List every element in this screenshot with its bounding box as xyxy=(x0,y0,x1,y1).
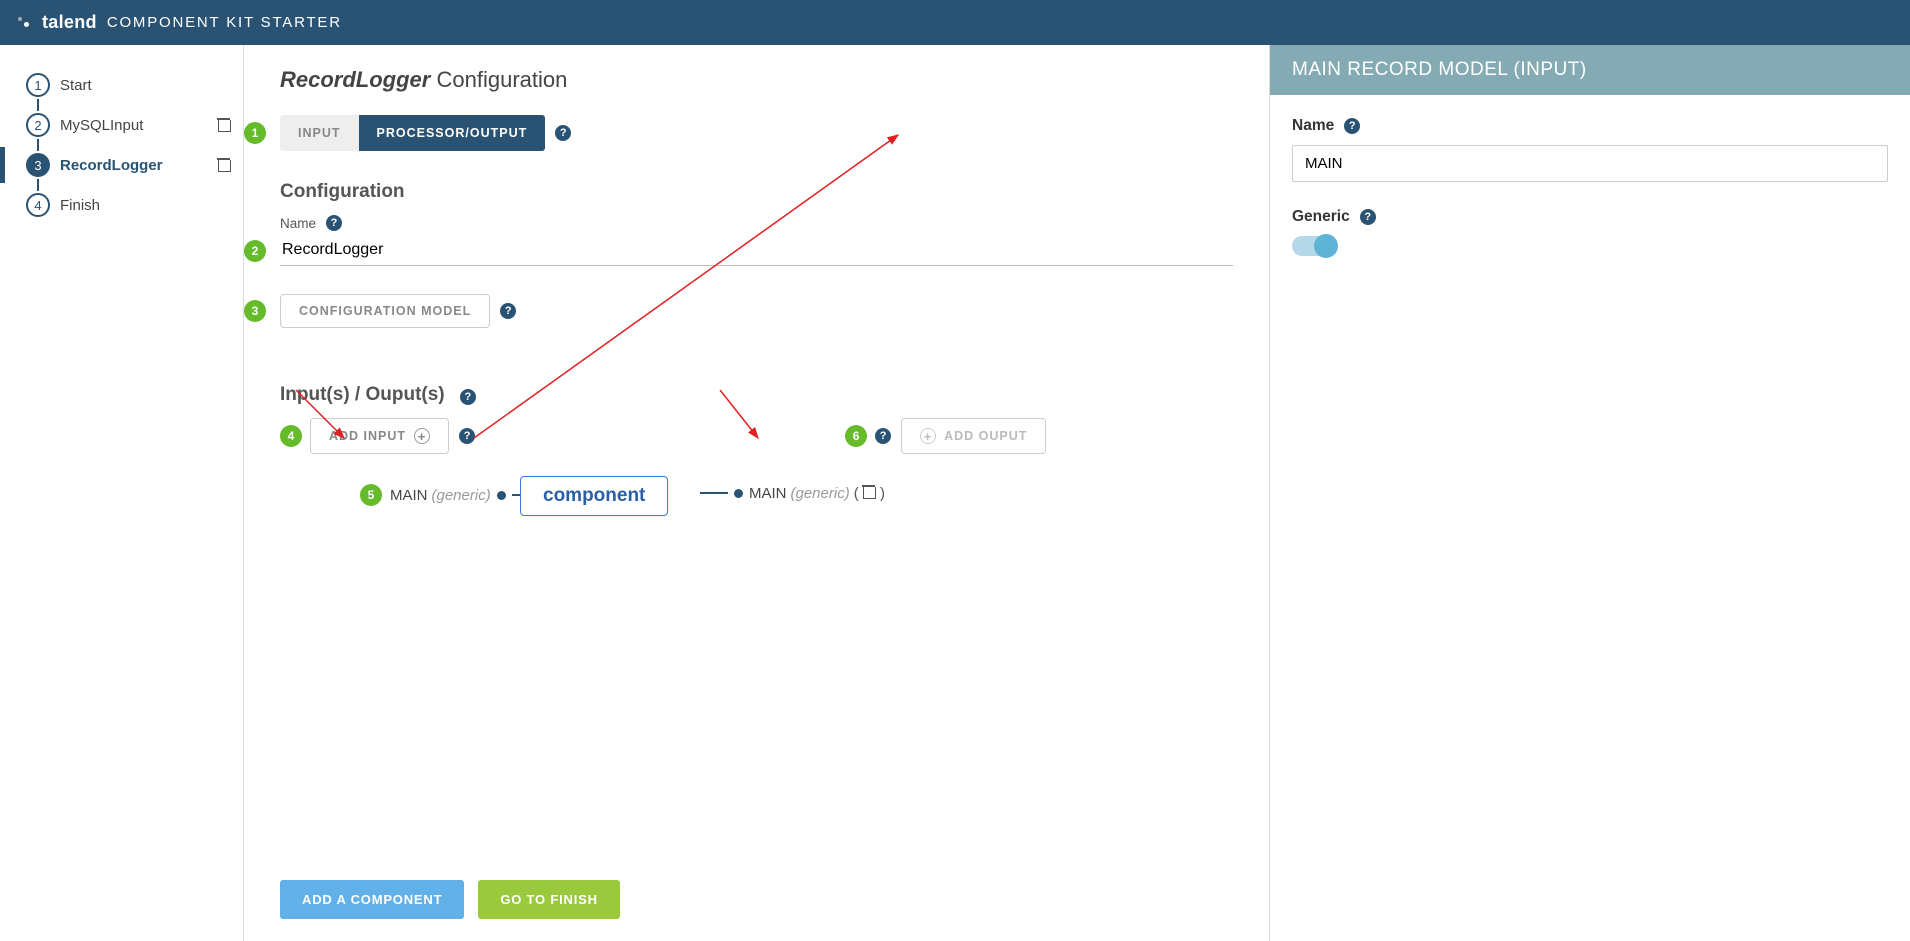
step-number: 3 xyxy=(26,153,50,177)
title-suffix: Configuration xyxy=(436,67,567,92)
help-icon[interactable]: ? xyxy=(555,125,571,141)
help-icon[interactable]: ? xyxy=(875,428,891,444)
go-to-finish-button[interactable]: GO TO FINISH xyxy=(478,880,619,919)
generic-toggle[interactable] xyxy=(1292,236,1336,256)
step-number: 4 xyxy=(26,193,50,217)
logo: talend COMPONENT KIT STARTER xyxy=(16,12,342,33)
name-field-label: Name ? xyxy=(280,215,1233,231)
configuration-section-title: Configuration xyxy=(280,181,1233,203)
toggle-processor-output[interactable]: PROCESSOR/OUTPUT xyxy=(359,115,546,151)
page-title: RecordLogger Configuration xyxy=(280,67,1233,93)
io-diagram: 5 MAIN (generic) component MAIN (generic… xyxy=(280,476,1233,536)
connector-dot-icon xyxy=(734,489,743,498)
record-name-input[interactable] xyxy=(1292,145,1888,182)
plus-icon: + xyxy=(414,428,430,444)
connector-line xyxy=(700,492,728,494)
wizard-step-finish[interactable]: 4 Finish xyxy=(26,187,231,223)
wizard-sidebar: 1 Start 2 MySQLInput 3 RecordLogger 4 Fi… xyxy=(0,45,244,941)
component-box: component xyxy=(520,476,668,516)
delete-step-icon[interactable] xyxy=(218,117,231,134)
plus-icon: + xyxy=(920,428,936,444)
input-node-type: (generic) xyxy=(432,487,491,504)
output-node-type: (generic) xyxy=(791,485,850,502)
wizard-step-start[interactable]: 1 Start xyxy=(26,67,231,103)
io-section-title: Input(s) / Ouput(s) ? xyxy=(280,384,1233,406)
help-icon[interactable]: ? xyxy=(459,428,475,444)
footer-actions: ADD A COMPONENT GO TO FINISH xyxy=(280,860,1233,919)
help-icon[interactable]: ? xyxy=(326,215,342,231)
callout-badge-4: 4 xyxy=(280,425,302,447)
step-label: Start xyxy=(60,77,92,94)
callout-badge-6: 6 xyxy=(845,425,867,447)
callout-badge-3: 3 xyxy=(244,300,266,322)
app-header: talend COMPONENT KIT STARTER xyxy=(0,0,1910,45)
name-label: Name ? xyxy=(1292,117,1888,135)
configuration-model-button[interactable]: CONFIGURATION MODEL xyxy=(280,294,490,328)
toggle-input[interactable]: INPUT xyxy=(280,115,359,151)
main-panel: RecordLogger Configuration 1 INPUT PROCE… xyxy=(244,45,1270,941)
step-label: MySQLInput xyxy=(60,117,143,134)
app-title: COMPONENT KIT STARTER xyxy=(107,14,342,31)
help-icon[interactable]: ? xyxy=(460,389,476,405)
generic-label: Generic ? xyxy=(1292,208,1888,226)
add-component-button[interactable]: ADD A COMPONENT xyxy=(280,880,464,919)
component-name: RecordLogger xyxy=(280,67,430,92)
wizard-step-recordlogger[interactable]: 3 RecordLogger xyxy=(26,147,231,183)
step-number: 2 xyxy=(26,113,50,137)
delete-step-icon[interactable] xyxy=(218,157,231,174)
step-label: Finish xyxy=(60,197,100,214)
callout-badge-1: 1 xyxy=(244,122,266,144)
panel-header: MAIN RECORD MODEL (INPUT) xyxy=(1270,45,1910,95)
wizard-step-mysqlinput[interactable]: 2 MySQLInput xyxy=(26,107,231,143)
callout-badge-5: 5 xyxy=(360,484,382,506)
component-type-toggle: INPUT PROCESSOR/OUTPUT xyxy=(280,115,545,151)
brand-name: talend xyxy=(42,12,97,33)
component-name-input[interactable] xyxy=(280,235,1233,266)
connector-dot-icon xyxy=(497,491,506,500)
talend-logo-icon xyxy=(16,13,36,33)
step-number: 1 xyxy=(26,73,50,97)
input-node[interactable]: 5 MAIN (generic) xyxy=(360,484,540,506)
help-icon[interactable]: ? xyxy=(1344,118,1360,134)
output-node[interactable]: MAIN (generic) ( ) xyxy=(700,484,885,502)
output-node-name: MAIN xyxy=(749,485,787,502)
help-icon[interactable]: ? xyxy=(1360,209,1376,225)
add-output-button[interactable]: +ADD OUPUT xyxy=(901,418,1046,454)
add-input-button[interactable]: ADD INPUT+ xyxy=(310,418,449,454)
delete-output-icon[interactable]: ( ) xyxy=(854,484,885,502)
step-label: RecordLogger xyxy=(60,157,163,174)
callout-badge-2: 2 xyxy=(244,240,266,262)
input-node-name: MAIN xyxy=(390,487,428,504)
help-icon[interactable]: ? xyxy=(500,303,516,319)
record-model-panel: MAIN RECORD MODEL (INPUT) Name ? Generic… xyxy=(1270,45,1910,941)
